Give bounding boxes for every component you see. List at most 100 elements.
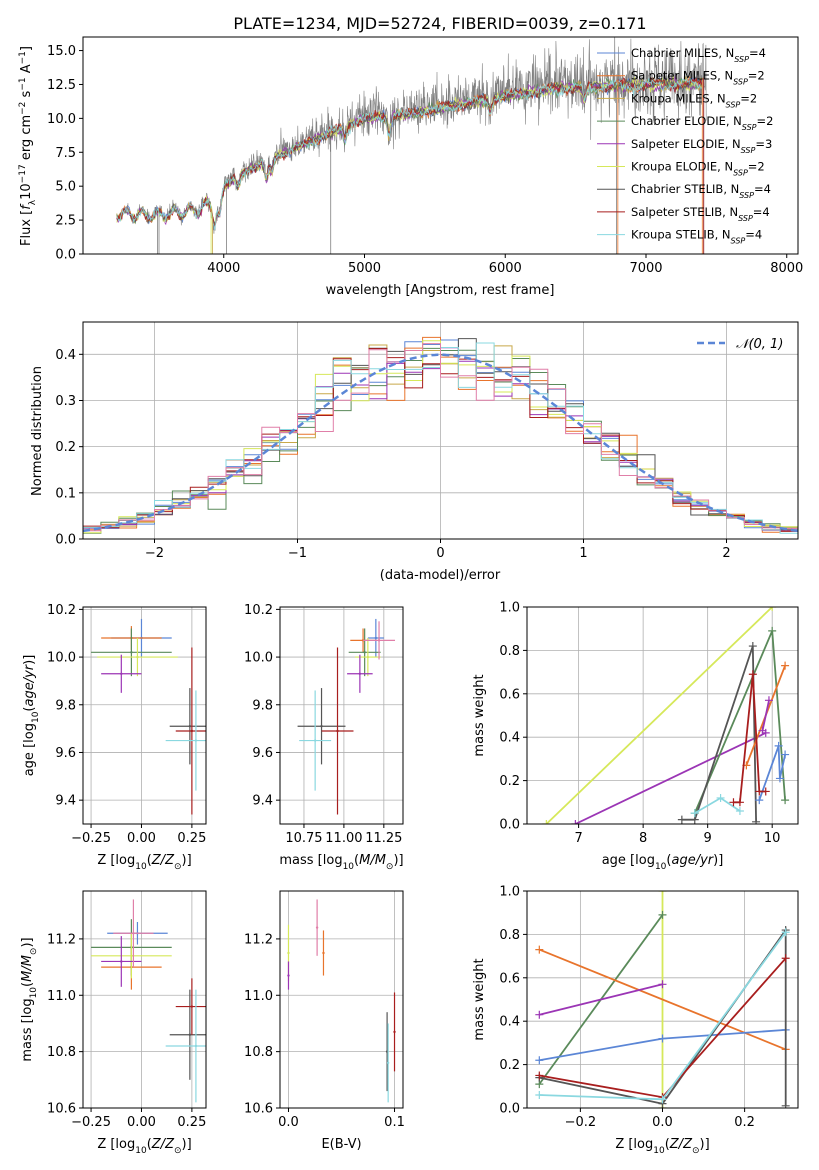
mass_vs_Z-ylabel-part: mass [log [20,998,35,1061]
weight_vs_age-marker [735,798,744,807]
age_vs_Z-frame [82,606,207,825]
weight_vs_age-xlabel-part: ( [666,853,671,868]
spectrum-legend-label-n: =4 [749,46,766,60]
residual-histogram-series [83,343,798,539]
age_vs_mass-point [374,636,378,640]
spectrum-model-line [116,77,703,230]
residuals-xlabel: (data-model)/error [380,568,501,583]
mass_vs_EBV-xtick-label: 0.0 [278,1115,299,1130]
spectrum-legend-label-main: Salpeter STELIB, N [631,205,738,219]
weight_vs_age-marker [735,806,744,815]
weight_vs_Z-xlabel-part: ( [665,1137,670,1152]
age_vs_mass-xtick-label: 11.25 [365,831,402,846]
weight_vs_age-ytick-label: 0.6 [499,687,520,702]
weight_vs_Z-marker [658,1095,667,1104]
spectrum-legend-label-sub: SSP [731,236,746,245]
age_vs_mass-xlabel-part: 10 [343,862,355,872]
residuals-ytick-label: 0.0 [55,533,76,548]
spectrum-panel: 4000 5000 6000 7000 8000 0.0 2.5 5.0 7.5 10.0 12.5… [18,36,803,298]
residuals-xtick-label: 2 [722,546,730,561]
mass_vs_Z-xtick-label: 0.00 [127,1115,156,1130]
spectrum-legend-label-sub: SSP [734,55,749,64]
spectrum-ylabel-part: −17 [18,164,28,183]
mass_vs_Z-point [120,960,123,963]
age_vs_mass-ytick-label: 9.6 [252,746,273,761]
weight_vs_Z-xlabel-part: )] [700,1137,710,1152]
weight_vs_age-marker [542,820,551,824]
weight_vs_Z-ytick-label: 0.4 [499,1015,520,1030]
weight_vs_Z-series-line [539,983,663,1016]
mass_vs_Z-ylabel-part: )] [20,937,35,947]
spectrum-xtick-label: 7000 [629,261,662,276]
mass_vs_EBV-ytick-label: 10.8 [244,1045,273,1060]
spectrum-legend-label-main: Kroupa ELODIE, N [631,160,733,174]
residuals-ytick-label: 0.1 [55,486,76,501]
weight_vs_Z-xtick-label: 0.2 [734,1115,755,1130]
weight_vs_age-xlabel-part: )] [713,853,723,868]
mass_vs_EBV-ytick-label: 11.2 [244,932,273,947]
weight_vs_age-marker [775,774,784,783]
residuals-ylabel: Normed distribution [30,366,45,496]
age_vs_mass-point [358,672,362,675]
age_vs_mass-xlabel-part: ⊙ [386,862,394,872]
residuals-legend-label: 𝒩(0, 1) [736,337,783,352]
age_vs_Z-ytick-label: 9.8 [55,698,76,713]
age_vs_Z-point [190,729,194,733]
age_vs_mass-point [320,725,323,728]
weight_vs_Z-marker [781,1101,790,1108]
mass_vs_Z-ylabel: mass [log10(M/M⊙)] [20,937,39,1061]
weight_vs_age-marker [748,642,757,651]
weight_vs_Z-marker [781,954,790,963]
spectrum-legend-label-sub: SSP [733,77,748,86]
weight_vs_age-marker [768,607,777,611]
weight_vs_age-ylabel: mass weight [472,674,487,756]
spectrum-legend-label-n: =2 [757,114,774,128]
residuals-panel: −2 −1 0 1 2 0.0 0.1 0.2 0.3 0.4 𝒩(0, 1) (data-model… [30,321,799,583]
weight_vs_age-ytick-label: 0.8 [499,644,520,659]
spectrum-legend-label-sub: SSP [738,213,753,222]
spectrum-ytick-label: 12.5 [47,78,76,93]
spectrum-ytick-label: 10.0 [47,112,76,127]
mass_vs_EBV-panel: 0.0 0.1 10.6 10.8 11.0 11.2 E(B-V) [244,890,405,1152]
weight_vs_age-marker [748,670,757,679]
residuals-ytick-label: 0.4 [55,348,76,363]
mass_vs_EBV-ytick-label: 10.6 [244,1102,273,1117]
mass_vs_EBV-point [393,1030,396,1034]
residuals-ytick-label: 0.3 [55,394,76,409]
weight_vs_age-marker [761,787,770,796]
gaussian-curve [83,353,798,533]
weight_vs_age-series-line [545,607,773,824]
age_vs_Z-ytick-label: 9.6 [55,746,76,761]
weight_vs_age-marker [768,626,777,635]
spectrum-ytick-label: 2.5 [55,214,76,229]
weight_vs_Z-marker [535,945,544,954]
age_vs_Z-ytick-label: 10.2 [47,603,76,618]
weight_vs_age-marker [755,796,764,805]
weight_vs_age-series-line [761,700,770,731]
weight_vs_Z-ylabel: mass weight [472,958,487,1040]
weight_vs_age-series-line [681,645,757,822]
spectrum-legend-label: Salpeter MILES, NSSP=2 [631,69,765,87]
spectrum-ylabel-part: f [19,203,34,210]
spectrum-legend-label-main: Salpeter ELODIE, N [631,137,741,151]
weight_vs_age-xlabel-part: age [log [602,853,655,868]
age_vs_Z-plot-area [83,607,206,824]
spectrum-ylabel: Flux [fλ10−17 erg cm−2 s−1 A−1] [18,46,38,246]
age_vs_Z-ytick-label: 9.4 [55,794,76,809]
spectrum-ylabel-part: λ [28,199,38,205]
mass_vs_EBV-frame [279,890,404,1109]
spectrum-legend-label-main: Kroupa MILES, N [631,91,726,105]
age_vs_mass-xlabel: mass [log10(M/M⊙)] [279,853,403,872]
age_vs_mass-plot-area [280,607,403,824]
spectrum-ylabel-part: 10 [19,183,34,200]
mass_vs_Z-xtick-label: 0.25 [177,1115,206,1130]
spectrum-legend-label-main: Chabrier ELODIE, N [631,114,742,128]
spectrum-ytick-label: 5.0 [55,180,76,195]
age_vs_Z-ylabel-part: 10 [31,711,41,723]
age_vs_Z-point [188,725,192,728]
weight_vs_Z-marker [658,891,667,895]
spectrum-legend-label-n: =2 [748,160,765,174]
age_vs_Z-xlabel-part: ( [147,853,152,868]
mass_vs_Z-xlabel-part: Z [log [97,1137,135,1152]
